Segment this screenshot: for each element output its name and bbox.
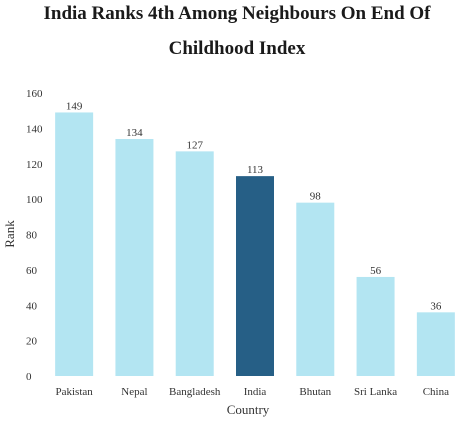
chart-title-line-1: India Ranks 4th Among Neighbours On End … [43,3,431,24]
value-label: 149 [66,100,83,112]
value-label: 134 [126,127,143,139]
y-tick-label: 80 [26,230,38,242]
y-tick-label: 160 [26,88,43,100]
value-labels: 149 134 127 113 98 56 36 [66,100,442,312]
x-tick-label: Bangladesh [169,386,221,398]
bar-sri-lanka [356,276,395,376]
y-tick-label: 140 [26,123,43,135]
x-tick-label: Bhutan [299,386,331,398]
y-tick-label: 60 [26,265,38,277]
y-tick-label: 0 [26,371,32,383]
y-tick-label: 40 [26,300,38,312]
bar-india [236,176,274,376]
x-axis-ticks: Pakistan Nepal Bangladesh India Bhutan Sri La… [56,386,450,398]
x-tick-label: Sri Lanka [354,386,397,398]
bar-pakistan [55,112,94,377]
x-tick-label: Nepal [121,386,147,398]
y-tick-label: 120 [26,159,43,171]
x-tick-label: Pakistan [56,386,94,398]
value-label: 36 [430,300,442,312]
bar-nepal [115,138,154,376]
value-label: 56 [370,265,382,277]
x-axis-label: Country [227,402,270,417]
x-tick-label: China [423,386,449,398]
bars [55,112,455,377]
x-tick-label: India [244,386,267,398]
bar-bhutan [296,202,335,376]
y-tick-label: 20 [26,336,38,348]
value-label: 113 [247,164,264,176]
y-axis-ticks: 0 20 40 60 80 100 120 140 160 [26,88,43,383]
chart-title-line-2: Childhood Index [168,38,306,59]
y-axis-label: Rank [2,220,17,248]
bar-china [416,312,455,376]
y-tick-label: 100 [26,194,43,206]
bar-bangladesh [175,151,214,376]
value-label: 98 [310,191,322,203]
value-label: 127 [186,139,203,151]
